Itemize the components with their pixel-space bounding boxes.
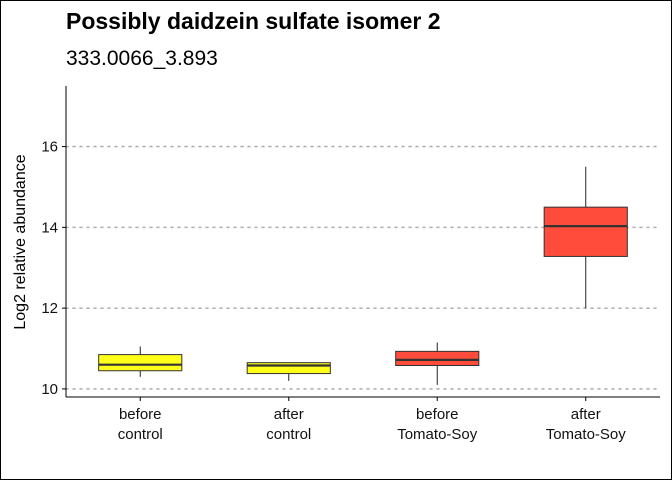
y-tick-label: 16 [41,139,58,156]
iqr-box [543,206,628,257]
chart-title: Possibly daidzein sulfate isomer 2 [66,8,441,34]
iqr-box [98,354,183,372]
iqr-box [395,350,480,366]
x-tick-label-line2: control [118,426,163,443]
x-tick-label-line2: Tomato-Soy [546,426,627,443]
x-tick-label-line1: before [119,406,162,423]
y-tick-label: 10 [41,381,58,398]
tick-labels: 10 12 14 16 before control after control before T… [41,139,626,443]
axes [62,86,660,401]
y-tick-label: 12 [41,300,58,317]
grid-lines [65,145,661,390]
box-group [543,166,628,309]
chart-subtitle: 333.0066_3.893 [66,47,218,70]
x-tick-label-line2: control [266,426,311,443]
y-tick-label: 14 [41,219,58,236]
box-group [98,346,183,377]
boxes [98,166,628,385]
x-tick-label-line1: after [571,406,601,423]
x-tick-label-line1: before [416,406,459,423]
x-tick-label-line2: Tomato-Soy [397,426,478,443]
iqr-box [246,362,331,375]
y-axis-title: Log2 relative abundance [12,154,29,329]
box-group [246,362,331,381]
box-group [395,342,480,385]
x-tick-label-line1: after [274,406,304,423]
